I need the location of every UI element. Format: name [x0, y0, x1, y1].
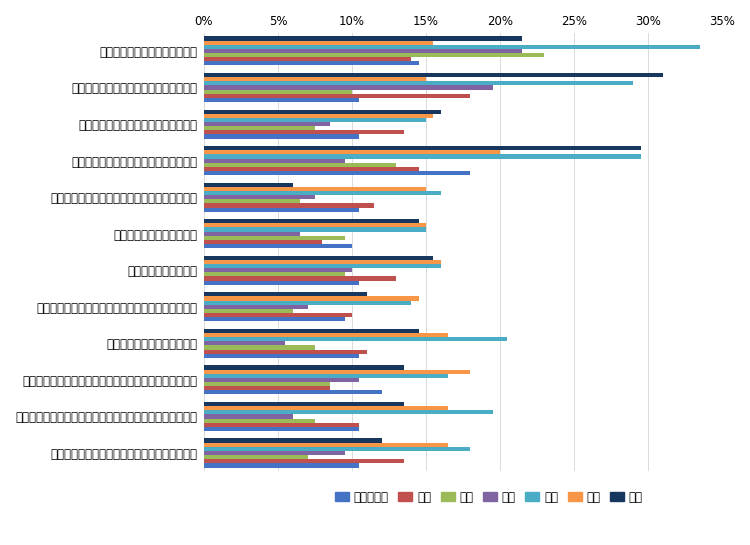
Bar	[204, 61, 419, 65]
Bar	[204, 272, 344, 276]
Bar	[204, 223, 426, 227]
Bar	[204, 191, 441, 195]
Bar	[204, 244, 352, 248]
Bar	[204, 329, 419, 333]
Bar	[204, 309, 292, 313]
Bar	[204, 296, 419, 301]
Bar	[204, 281, 359, 284]
Bar	[204, 122, 330, 126]
Bar	[204, 110, 441, 114]
Bar	[204, 419, 315, 423]
Bar	[204, 447, 470, 451]
Bar	[204, 183, 292, 187]
Bar	[204, 232, 300, 236]
Bar	[204, 77, 426, 81]
Bar	[204, 406, 448, 410]
Bar	[204, 227, 426, 232]
Bar	[204, 45, 700, 49]
Bar	[204, 203, 374, 208]
Bar	[204, 410, 493, 414]
Bar	[204, 40, 434, 45]
Bar	[204, 382, 330, 386]
Bar	[204, 386, 330, 390]
Bar	[204, 37, 522, 40]
Bar	[204, 459, 404, 463]
Bar	[204, 167, 419, 171]
Bar	[204, 354, 359, 358]
Bar	[204, 317, 344, 322]
Bar	[204, 199, 300, 203]
Bar	[204, 341, 285, 346]
Bar	[204, 264, 441, 268]
Bar	[204, 208, 359, 211]
Bar	[204, 89, 352, 94]
Bar	[204, 53, 544, 57]
Bar	[204, 333, 448, 337]
Bar	[204, 219, 419, 223]
Bar	[204, 301, 411, 305]
Bar	[204, 276, 397, 281]
Bar	[204, 256, 434, 260]
Bar	[204, 463, 359, 468]
Bar	[204, 114, 434, 118]
Bar	[204, 73, 663, 77]
Legend: 総務・企画, 税務, 民生, 衛生, 土木, 教育, 消防: 総務・企画, 税務, 民生, 衛生, 土木, 教育, 消防	[330, 486, 647, 508]
Bar	[204, 455, 308, 459]
Bar	[204, 135, 359, 138]
Bar	[204, 402, 404, 406]
Bar	[204, 86, 493, 89]
Bar	[204, 451, 344, 455]
Bar	[204, 365, 404, 370]
Bar	[204, 346, 315, 349]
Bar	[204, 187, 426, 191]
Bar	[204, 57, 411, 61]
Bar	[204, 49, 522, 53]
Bar	[204, 146, 640, 150]
Bar	[204, 443, 448, 447]
Bar	[204, 81, 633, 86]
Bar	[204, 130, 404, 135]
Bar	[204, 414, 292, 419]
Bar	[204, 159, 344, 162]
Bar	[204, 423, 359, 427]
Bar	[204, 236, 344, 240]
Bar	[204, 390, 382, 395]
Bar	[204, 439, 382, 443]
Bar	[204, 370, 470, 374]
Bar	[204, 313, 352, 317]
Bar	[204, 378, 359, 382]
Bar	[204, 94, 470, 98]
Bar	[204, 268, 352, 272]
Bar	[204, 98, 359, 102]
Bar	[204, 305, 308, 309]
Bar	[204, 240, 322, 244]
Bar	[204, 374, 448, 378]
Bar	[204, 292, 367, 296]
Bar	[204, 126, 315, 130]
Bar	[204, 349, 367, 354]
Bar	[204, 150, 500, 154]
Bar	[204, 154, 640, 159]
Bar	[204, 118, 426, 122]
Bar	[204, 260, 441, 264]
Bar	[204, 162, 397, 167]
Bar	[204, 427, 359, 431]
Bar	[204, 195, 315, 199]
Bar	[204, 171, 470, 175]
Bar	[204, 337, 508, 341]
